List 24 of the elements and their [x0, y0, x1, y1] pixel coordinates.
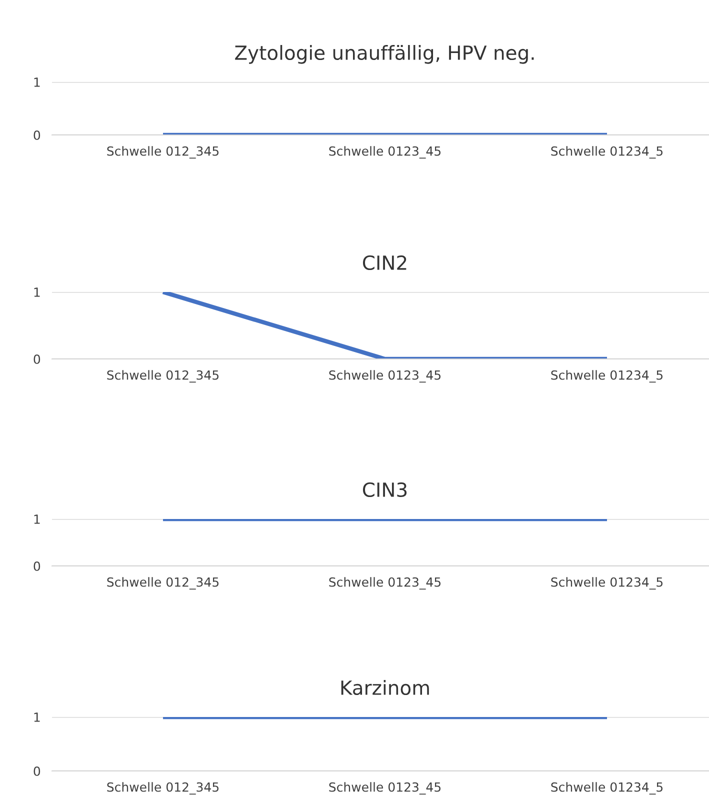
y-tick-label: 1: [34, 514, 40, 524]
x-tick-label: Schwelle 012_345: [107, 782, 219, 795]
x-tick-label: Schwelle 0123_45: [329, 782, 441, 795]
x-tick-label: Schwelle 01234_5: [551, 146, 663, 159]
x-tick-label: Schwelle 0123_45: [329, 146, 441, 159]
x-tick-label: Schwelle 012_345: [107, 370, 219, 383]
chart-title: CIN2: [362, 255, 406, 270]
y-tick-label: 0: [34, 130, 40, 140]
x-tick-label: Schwelle 0123_45: [329, 577, 441, 590]
x-tick-label: Schwelle 0123_45: [329, 370, 441, 383]
chart-title: Zytologie unauffällig, HPV neg.: [235, 45, 534, 64]
x-tick-label: Schwelle 01234_5: [551, 782, 663, 795]
y-tick-label: 0: [34, 766, 40, 776]
y-tick-label: 1: [34, 712, 40, 722]
x-tick-label: Schwelle 01234_5: [551, 370, 663, 383]
chart-title: CIN3: [362, 482, 407, 498]
x-tick-label: Schwelle 012_345: [107, 146, 219, 159]
y-tick-label: 0: [34, 561, 40, 571]
x-tick-label: Schwelle 012_345: [107, 577, 219, 590]
y-tick-label: 1: [34, 78, 40, 87]
y-tick-label: 1: [34, 288, 40, 297]
chart-title: Karzinom: [341, 680, 429, 696]
y-tick-label: 0: [34, 354, 40, 364]
x-tick-label: Schwelle 01234_5: [551, 577, 663, 590]
